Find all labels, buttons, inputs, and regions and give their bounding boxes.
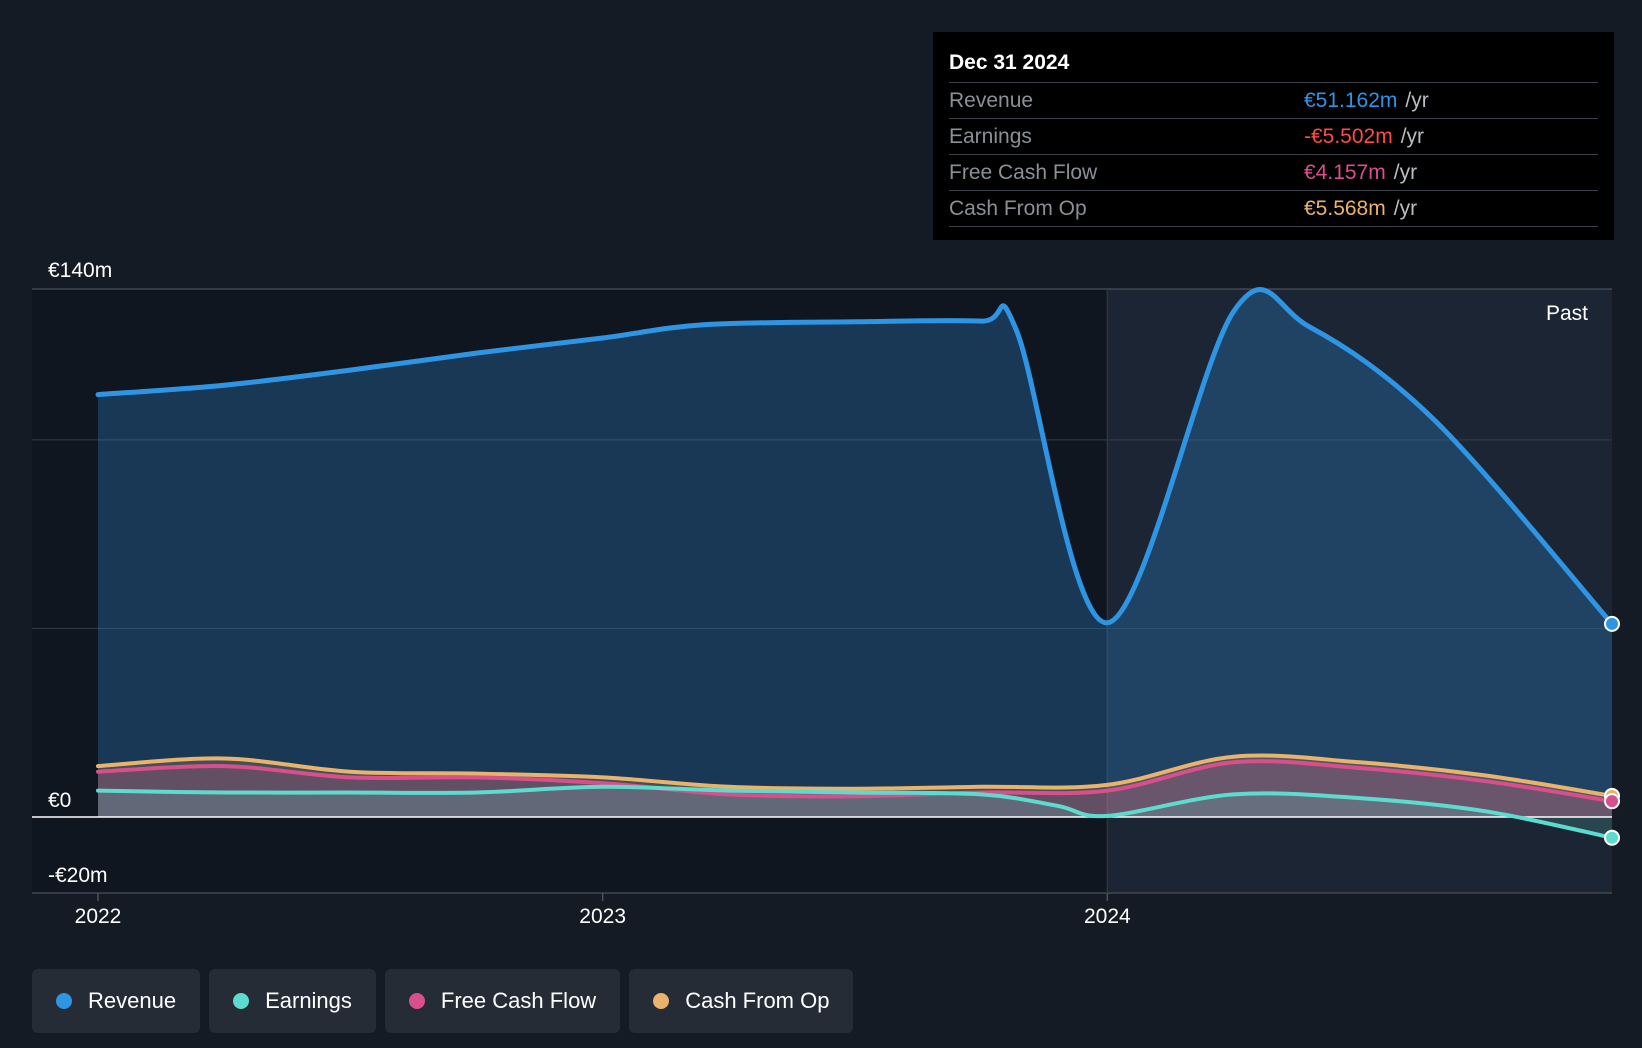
legend-item-free-cash-flow[interactable]: Free Cash Flow <box>384 969 621 1033</box>
tooltip-unit: /yr <box>1393 160 1418 184</box>
tooltip-row-free-cash-flow: Free Cash Flow €4.157m /yr <box>949 154 1598 190</box>
legend-label: Free Cash Flow <box>440 988 597 1013</box>
x-tick-label: 2024 <box>1084 905 1131 928</box>
past-label: Past <box>1546 302 1588 325</box>
area-cash-from-op <box>98 755 1612 817</box>
legend-item-cash-from-op[interactable]: Cash From Op <box>629 969 854 1033</box>
legend-dot-icon <box>408 993 425 1009</box>
end-marker-free-cash-flow <box>1604 793 1620 810</box>
past-highlight-region <box>1107 289 1612 893</box>
tooltip-row-cash-from-op: Cash From Op €5.568m /yr <box>949 190 1598 227</box>
series-lines <box>95 287 1615 840</box>
y-tick-label: €140m <box>48 259 112 282</box>
legend-dot-icon <box>56 993 72 1009</box>
line-revenue <box>95 287 1615 627</box>
area-earnings <box>98 786 1612 838</box>
tooltip-row-revenue: Revenue €51.162m /yr <box>949 82 1598 118</box>
y-axis: €140m €0 -€20m <box>48 259 112 887</box>
tooltip-unit: /yr <box>1405 88 1429 112</box>
legend-dot-icon <box>233 993 250 1009</box>
x-tick-label: 2023 <box>579 905 626 928</box>
x-axis: 2022 2023 2024 <box>75 893 1131 928</box>
tooltip-value: -€5.502m <box>1304 124 1393 148</box>
y-tick-label: -€20m <box>48 864 108 887</box>
tooltip-value: €4.157m <box>1304 160 1386 184</box>
tooltip-label: Earnings <box>949 124 1032 148</box>
line-cash-from-op <box>96 753 1614 798</box>
tooltip-row-earnings: Earnings -€5.502m /yr <box>949 118 1598 154</box>
legend-label: Revenue <box>88 988 177 1013</box>
series-areas <box>98 289 1612 838</box>
legend-item-revenue[interactable]: Revenue <box>32 969 201 1033</box>
legend-label: Cash From Op <box>685 988 830 1013</box>
tooltip-label: Revenue <box>949 88 1034 112</box>
gridlines <box>32 288 1612 894</box>
tooltip-panel: Dec 31 2024 Revenue €51.162m /yr Earning… <box>933 32 1614 240</box>
tooltip-unit: /yr <box>1400 124 1425 148</box>
y-tick-label: €0 <box>48 789 71 812</box>
line-free-cash-flow <box>96 759 1614 804</box>
legend-label: Earnings <box>265 988 352 1013</box>
line-earnings <box>96 784 1614 840</box>
series-end-markers <box>1604 615 1620 846</box>
end-marker-revenue <box>1604 615 1620 632</box>
area-free-cash-flow <box>98 761 1612 817</box>
tooltip-unit: /yr <box>1393 196 1418 220</box>
x-tick-label: 2022 <box>75 905 122 928</box>
tooltip-value: €51.162m <box>1304 88 1398 112</box>
area-revenue <box>98 289 1612 817</box>
tooltip-label: Cash From Op <box>949 196 1087 220</box>
tooltip-label: Free Cash Flow <box>949 160 1098 184</box>
tooltip-value: €5.568m <box>1304 196 1386 220</box>
legend-dot-icon <box>653 993 670 1009</box>
legend: Revenue Earnings Free Cash Flow Cash Fro… <box>32 969 854 1033</box>
legend-item-earnings[interactable]: Earnings <box>209 969 376 1033</box>
tooltip-date: Dec 31 2024 <box>949 51 1070 74</box>
end-marker-earnings <box>1604 829 1620 846</box>
